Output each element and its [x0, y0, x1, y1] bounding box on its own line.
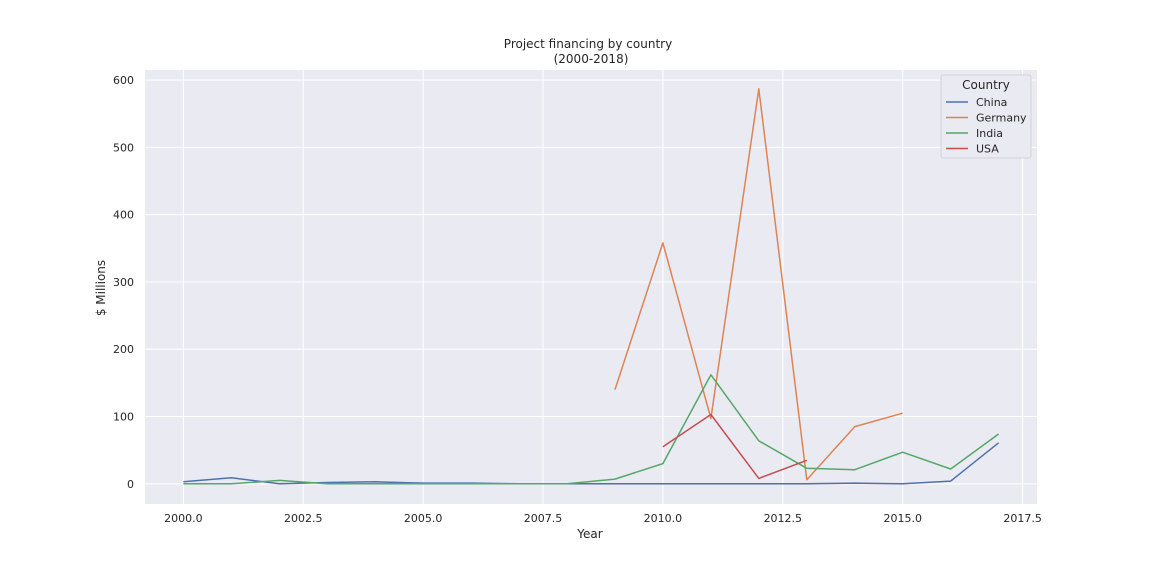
series-lines	[183, 88, 1000, 485]
series-line-usa	[662, 413, 808, 480]
x-tick-label: 2005.0	[404, 512, 443, 525]
legend-title: Country	[962, 78, 1010, 92]
legend: Country China Germany India USA	[940, 74, 1032, 159]
series-line-germany	[614, 88, 903, 481]
legend-label-china: China	[976, 96, 1007, 109]
y-tick-label: 100	[113, 411, 134, 424]
legend-items: China Germany India USA	[946, 96, 1027, 156]
plot-area	[145, 70, 1037, 504]
legend-label-germany: Germany	[976, 112, 1027, 125]
legend-label-india: India	[976, 127, 1003, 140]
x-tick-label: 2017.5	[1003, 512, 1042, 525]
chart-title: Project financing by country	[504, 37, 672, 51]
y-axis-ticks: 0 100 200 300 400 500 600	[113, 74, 134, 491]
y-tick-label: 0	[127, 478, 134, 491]
y-tick-label: 300	[113, 276, 134, 289]
x-axis-label: Year	[576, 527, 602, 541]
y-tick-label: 600	[113, 74, 134, 87]
x-tick-label: 2015.0	[883, 512, 922, 525]
series-line-india	[183, 374, 1000, 485]
legend-label-usa: USA	[976, 143, 999, 156]
x-axis-ticks: 2000.0 2002.5 2005.0 2007.5 2010.0 2012.5 2015…	[164, 512, 1042, 525]
y-tick-label: 200	[113, 343, 134, 356]
y-tick-label: 500	[113, 141, 134, 154]
x-tick-label: 2012.5	[764, 512, 803, 525]
legend-box	[940, 74, 1032, 159]
y-tick-label: 400	[113, 209, 134, 222]
x-tick-label: 2002.5	[284, 512, 323, 525]
x-tick-label: 2010.0	[644, 512, 683, 525]
chart-subtitle: (2000-2018)	[554, 52, 629, 66]
x-tick-label: 2007.5	[524, 512, 563, 525]
y-axis-label: $ Millions	[94, 260, 108, 316]
x-tick-label: 2000.0	[164, 512, 203, 525]
